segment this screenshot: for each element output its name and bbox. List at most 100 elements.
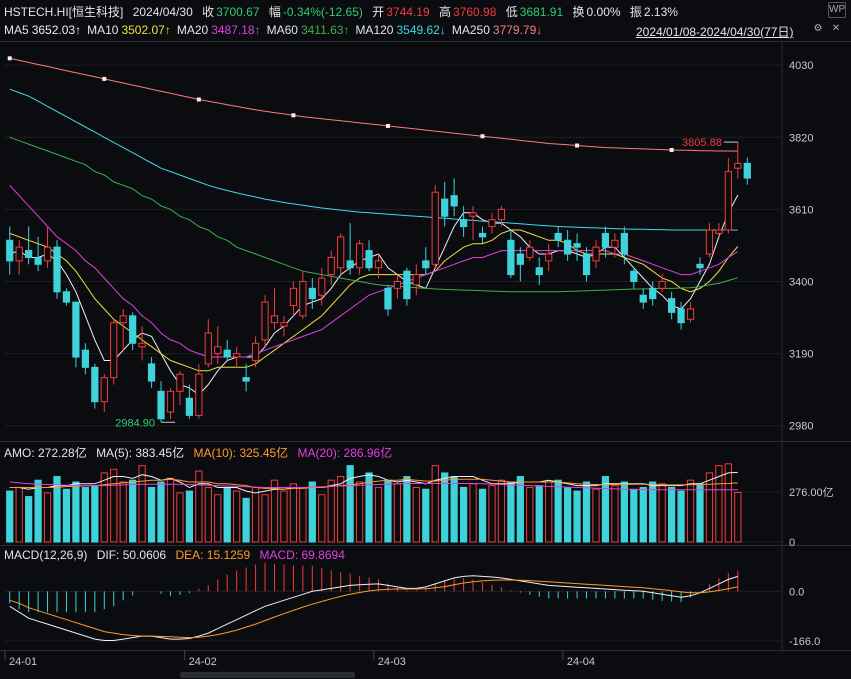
volume-bar [34,479,42,543]
volume-bar [488,485,496,543]
ma-legend-label: MA60 [266,23,298,37]
volume-bar [582,481,591,543]
symbol-name[interactable]: HSTECH.HI[恒生科技] [4,5,124,19]
volume-bar [450,476,458,543]
low-value: 3681.91 [519,5,564,19]
candle-body [384,287,392,310]
candle-body [393,280,402,289]
macd-dif: DIF: 50.0606 [96,548,167,562]
volume-bar [412,486,420,543]
amo-legend: AMO: 272.28亿 MA(5): 383.45亿 MA(10): 325.… [4,444,398,461]
candle-body [62,291,71,303]
macd-legend: MACD(12,26,9) DIF: 50.0606 DEA: 15.1259 … [4,548,351,562]
ma250-marker [196,97,201,102]
candle-body [195,373,203,416]
x-tick-label: 24-02 [189,656,217,668]
volume-bar [233,490,241,543]
price-tick-label: 3190 [789,349,813,361]
volume-bar [497,479,506,543]
volume-bar [734,492,742,543]
volume-bar [195,470,203,543]
volume-bar [110,468,118,543]
change-value: -0.34%(-12.65) [282,5,363,19]
close-label: 收 [202,5,215,19]
volume-bar [72,481,80,543]
candle-body [327,256,335,276]
volume-bar [6,490,14,543]
candle-body [337,236,345,269]
macd-value: MACD: 69.8694 [259,548,345,562]
candle-body [355,243,364,269]
candle-body [611,239,619,248]
x-tick-label: 24-04 [567,656,595,668]
close-value: 3700.67 [216,5,260,19]
candle-body [450,195,458,207]
candle-body [649,287,657,300]
macd-dea-line [9,579,738,639]
open-value: 3744.19 [386,5,430,19]
candle-body [696,263,704,269]
candle-body [280,322,288,327]
volume-bar [327,479,335,543]
wp-icon[interactable]: WP [828,2,846,18]
ma250-marker [291,113,296,118]
candle-body [582,253,591,276]
close-icon[interactable]: ✕ [831,23,841,34]
ma-legend-value: 3502.07↑ [121,23,171,37]
ma-legend-value: 3779.79↓ [492,23,543,37]
volume-bar [639,486,647,543]
ma-legend-value: 3652.03↑ [31,23,82,37]
amo-value: AMO: 272.28亿 [4,446,87,460]
volume-bar [592,488,600,543]
candle-body [110,322,118,379]
chart-header: HSTECH.HI[恒生科技] 2024/04/30 收 3700.67 幅 -0.… [0,0,851,40]
volume-bar [223,486,231,543]
candle-body [261,301,269,341]
volume-bar [422,488,430,543]
volume-bar [611,485,619,543]
candle-body [81,349,89,368]
volume-bar [374,486,383,543]
ma-legend-label: MA120 [355,23,394,37]
volume-bar [535,485,543,543]
volume-bar [346,465,354,543]
low-annotation: 2984.90 [115,417,155,429]
candle-body [686,308,695,320]
candle-body [34,256,42,265]
candle-body [270,315,279,324]
date-range[interactable]: 2024/01/08-2024/04/30(77日) [636,25,794,39]
volume-bar [630,488,638,543]
candle-body [15,246,23,262]
volume-ma-ma5 [9,471,738,494]
candle-body [545,253,553,262]
macd-tick-label: 0.0 [789,586,804,598]
candle-body [299,280,307,317]
ma250-marker [669,147,674,152]
turnover-label: 换 [572,5,585,19]
volume-bar [119,481,127,543]
candle-body [535,267,543,276]
gear-icon[interactable]: ⚙ [813,23,823,34]
candle-body [677,308,685,324]
ma-legend-label: MA250 [451,23,490,37]
volume-bar [299,486,307,543]
volume-bar [204,486,212,543]
low-label: 低 [505,5,518,19]
turnover-value: 0.00% [586,5,621,19]
ma-line-ma250 [9,57,738,152]
volume-bar [138,465,146,543]
candle-body [25,250,33,258]
high-label: 高 [439,5,452,19]
candle-body [734,162,742,169]
ma-line-ma5 [9,194,739,396]
scrollbar [180,672,355,678]
volume-bar [516,476,524,543]
candle-body [374,260,383,269]
volume-bar [715,465,723,543]
volume-bar [289,483,298,543]
candle-body [412,274,420,286]
volume-bar [677,490,685,543]
volume-bar [563,486,572,543]
candle-body [129,315,137,344]
